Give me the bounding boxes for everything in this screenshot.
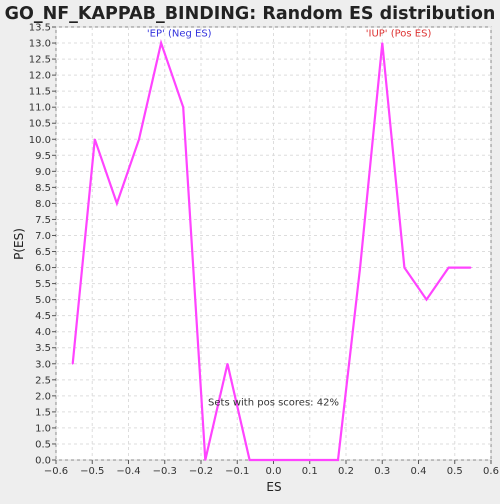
data-point: [248, 459, 251, 461]
y-tick-label: 1.0: [35, 423, 51, 434]
data-point: [403, 266, 406, 269]
chart-annotation: 'IUP' (Pos ES): [366, 28, 432, 39]
y-tick-label: 11.0: [29, 103, 51, 114]
series-layer: [71, 39, 472, 462]
y-tick-label: 6.0: [35, 263, 51, 274]
y-tick-label: 5.5: [35, 279, 51, 290]
data-point: [71, 362, 74, 365]
x-tick-label: −0.4: [116, 466, 140, 477]
data-point: [93, 138, 96, 141]
data-point: [182, 106, 185, 108]
x-tick-label: 0.3: [374, 466, 390, 477]
data-point: [160, 42, 162, 44]
data-point: [469, 266, 472, 269]
data-point: [138, 138, 140, 141]
y-tick-label: 10.5: [29, 119, 51, 130]
y-tick-label: 0.0: [35, 456, 51, 467]
x-tick-label: 0.0: [266, 466, 282, 477]
y-tick-label: 2.5: [35, 375, 51, 386]
y-tick-label: 13.5: [29, 23, 51, 34]
x-axis-label: ES: [266, 480, 281, 494]
x-tick-label: −0.1: [225, 466, 249, 477]
y-tick-label: 8.0: [35, 199, 51, 210]
data-point: [381, 42, 384, 44]
x-tick-label: −0.3: [153, 466, 177, 477]
data-point: [315, 459, 317, 461]
y-tick-label: 13.0: [29, 39, 51, 50]
y-tick-label: 11.5: [29, 87, 51, 98]
axes: 0.0 0.5 1.0 1.5 2.0 2.5 3.0 3.5 4.0 4.5 5.0 5.5 6.0 6…: [29, 23, 499, 478]
x-tick-label: −0.2: [189, 466, 213, 477]
y-tick-label: 9.0: [35, 167, 51, 178]
x-tick-label: −0.6: [44, 466, 68, 477]
y-tick-label: 1.5: [35, 407, 51, 418]
y-tick-label: 3.0: [35, 359, 51, 370]
y-tick-label: 7.0: [35, 231, 51, 242]
y-tick-label: 5.0: [35, 295, 51, 306]
y-tick-label: 9.5: [35, 151, 51, 162]
chart-annotation: Sets with pos scores: 42%: [208, 397, 339, 408]
data-point: [337, 459, 339, 461]
y-tick-label: 7.5: [35, 215, 51, 226]
x-tick-label: 0.5: [447, 466, 463, 477]
data-point: [226, 362, 229, 365]
annotations: 'EP' (Neg ES) 'IUP' (Pos ES) Sets with pos…: [147, 28, 432, 408]
y-tick-label: 6.5: [35, 247, 51, 258]
y-tick-label: 3.5: [35, 343, 51, 354]
data-point: [204, 459, 207, 461]
y-tick-label: 12.5: [29, 55, 51, 66]
chart-title: GO_NF_KAPPAB_BINDING: Random ES distribu…: [5, 4, 496, 24]
data-point: [447, 266, 450, 269]
y-tick-label: 2.0: [35, 391, 51, 402]
x-tick-label: −0.5: [80, 466, 104, 477]
y-tick-label: 8.5: [35, 183, 51, 194]
y-tick-label: 12.0: [29, 71, 51, 82]
x-tick-label: 0.6: [483, 466, 499, 477]
x-tick-label: 0.2: [338, 466, 354, 477]
y-tick-label: 10.0: [29, 135, 51, 146]
data-point: [359, 266, 361, 269]
x-tick-label: 0.4: [411, 466, 427, 477]
y-tick-label: 4.0: [35, 327, 51, 338]
x-tick-label: 0.1: [302, 466, 318, 477]
data-point: [270, 459, 273, 461]
y-tick-label: 0.5: [35, 439, 51, 450]
y-tick-label: 4.5: [35, 311, 51, 322]
data-point: [425, 298, 428, 301]
data-point: [116, 202, 118, 205]
y-axis-label: P(ES): [12, 228, 26, 260]
data-point: [293, 459, 295, 461]
chart-annotation: 'EP' (Neg ES): [147, 28, 212, 39]
